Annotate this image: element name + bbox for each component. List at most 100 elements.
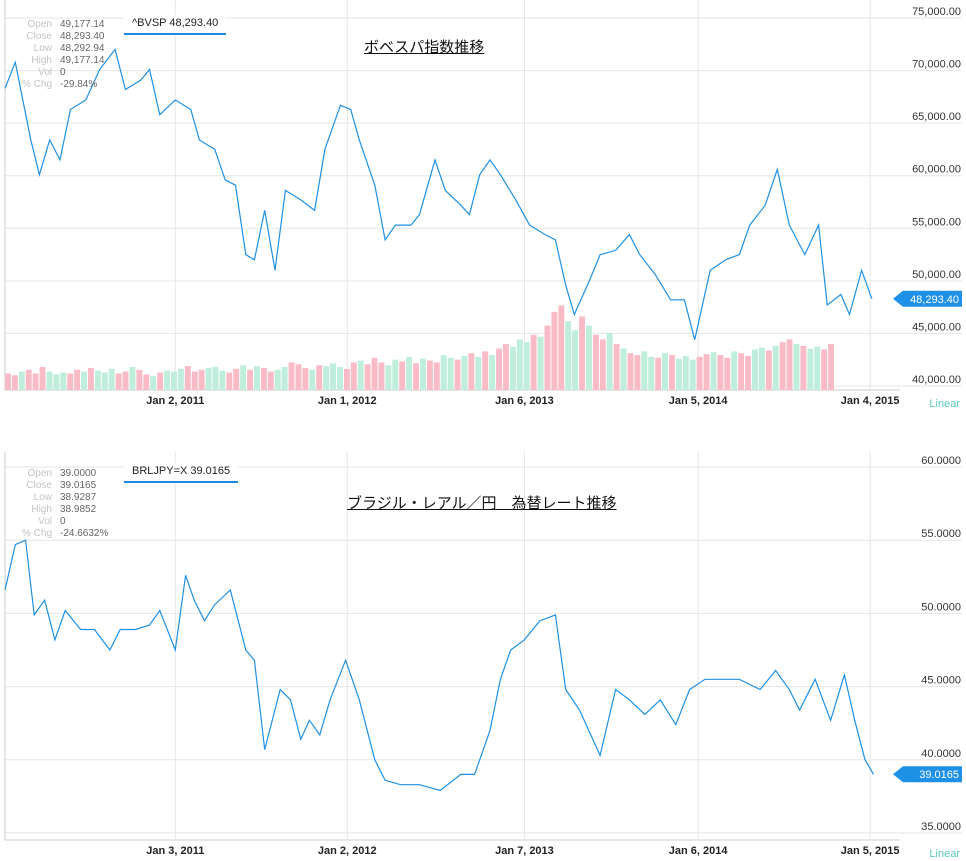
- volume-bar: [330, 363, 336, 390]
- volume-bar: [129, 367, 136, 390]
- y-tick-label: 50,000.00: [912, 269, 961, 281]
- symbol-label: ^BVSP 48,293.40: [124, 15, 227, 35]
- volume-bar: [46, 371, 53, 390]
- price-line: [4, 48, 873, 340]
- ohlc-row: % Chg -29.84%: [0, 79, 105, 91]
- volume-bar: [613, 344, 620, 390]
- volume-bar: [689, 359, 696, 390]
- volume-bar: [343, 368, 350, 390]
- volume-bar: [219, 370, 226, 390]
- volume-bar: [357, 360, 364, 390]
- volume-bar: [67, 373, 74, 390]
- symbol-label: BRLJPY=X 39.0165: [124, 463, 239, 483]
- chart-title: ボベスパ指数推移: [364, 39, 485, 56]
- volume-bar: [295, 364, 302, 390]
- ohlc-value: 48,293.40: [60, 31, 105, 42]
- volume-bar: [81, 371, 87, 390]
- volume-bar: [316, 365, 323, 390]
- volume-bar: [662, 353, 668, 390]
- volume-bar: [150, 376, 157, 390]
- volume-bar: [88, 367, 94, 390]
- volume-bar: [786, 339, 793, 390]
- volume-bar: [696, 356, 703, 390]
- y-tick-label: 50.0000: [921, 601, 961, 613]
- volume-bar: [11, 375, 18, 390]
- y-tick-label: 40.0000: [921, 748, 961, 760]
- y-tick-label: 45.0000: [921, 675, 961, 687]
- volume-bar: [752, 349, 758, 390]
- volume-bar: [454, 359, 461, 390]
- y-tick-label: 65,000.00: [912, 111, 961, 123]
- volume-bar: [599, 339, 606, 390]
- volume-bar: [274, 369, 281, 390]
- ohlc-key: Close: [26, 31, 52, 42]
- x-tick-label: Jan 3, 2011: [146, 845, 204, 857]
- volume-bar: [731, 351, 738, 390]
- ohlc-key: High: [31, 55, 52, 66]
- ohlc-row: % Chg -24.6632%: [0, 528, 108, 540]
- volume-bar: [509, 346, 516, 390]
- volume-bar: [482, 351, 489, 390]
- x-tick-label: Jan 5, 2014: [669, 395, 729, 407]
- volume-bar: [544, 325, 551, 390]
- volume-bar: [772, 345, 779, 390]
- volume-bar: [198, 369, 205, 390]
- volume-bar: [496, 348, 502, 390]
- volume-bar: [475, 356, 482, 390]
- volume-bar: [627, 353, 634, 390]
- volume-bar: [606, 332, 613, 390]
- volume-bar: [53, 374, 60, 390]
- volume-bar: [60, 372, 67, 390]
- ohlc-row: Vol 0: [0, 67, 105, 79]
- volume-bar: [779, 342, 786, 390]
- volume-bar: [828, 344, 834, 390]
- volume-bar: [669, 355, 675, 390]
- ohlc-row: High 49,177.14: [0, 55, 104, 67]
- volume-bar: [655, 357, 662, 390]
- volume-bar: [184, 366, 191, 390]
- volume-bar: [136, 369, 143, 390]
- ohlc-key: % Chg: [21, 79, 52, 90]
- volume-bar: [371, 357, 378, 390]
- ohlc-row: Vol 0: [0, 516, 108, 528]
- volume-bar: [309, 369, 316, 390]
- last-price-label: 39.0165: [919, 769, 959, 781]
- volume-bar: [392, 359, 399, 390]
- ohlc-value: -24.6632%: [60, 528, 109, 539]
- brljpy-chart-panel: 60.0000 55.0000 50.0000 45.0000 40.0000 35.00…: [0, 452, 966, 861]
- ohlc-row: Open 39.0000: [0, 468, 108, 480]
- volume-bar: [724, 357, 731, 390]
- volume-bar: [461, 355, 468, 390]
- ohlc-value: 0: [60, 516, 66, 527]
- x-tick-label: Jan 2, 2011: [146, 395, 204, 407]
- ohlc-key: Close: [26, 480, 52, 491]
- bvsp-chart[interactable]: 75,000.00 70,000.00 65,000.00 60,000.00 55,0…: [0, 0, 966, 410]
- volume-bar: [32, 373, 39, 390]
- volume-bar: [39, 367, 46, 390]
- volume-bar: [205, 367, 212, 390]
- volume-bar: [516, 339, 523, 390]
- scale-toggle-linear[interactable]: Linear: [929, 848, 960, 860]
- y-tick-label: 60.0000: [921, 455, 961, 467]
- volume-bar: [350, 362, 357, 390]
- x-tick-label: Jan 6, 2013: [495, 395, 554, 407]
- brljpy-chart[interactable]: 60.0000 55.0000 50.0000 45.0000 40.0000 35.00…: [0, 452, 966, 861]
- volume-bar: [94, 370, 101, 390]
- scale-toggle-linear[interactable]: Linear: [929, 398, 960, 410]
- volume-bar: [537, 336, 544, 390]
- volume-bar: [738, 353, 745, 390]
- volume-bar: [385, 365, 392, 390]
- volume-bar: [558, 305, 565, 390]
- x-tick-label: Jan 5, 2015: [841, 845, 900, 857]
- volume-bar: [447, 357, 454, 390]
- volume-bar: [226, 372, 233, 390]
- x-tick-label: Jan 6, 2014: [669, 845, 729, 857]
- last-price-tag: [893, 290, 962, 307]
- ohlc-value: 38.9852: [60, 504, 97, 515]
- volume-bar: [800, 345, 807, 390]
- volume-bar: [426, 360, 433, 390]
- ohlc-row: Open 49,177.14: [0, 19, 105, 31]
- ohlc-key: High: [31, 504, 52, 515]
- volume-bar: [765, 350, 772, 390]
- volume-bar: [641, 351, 648, 390]
